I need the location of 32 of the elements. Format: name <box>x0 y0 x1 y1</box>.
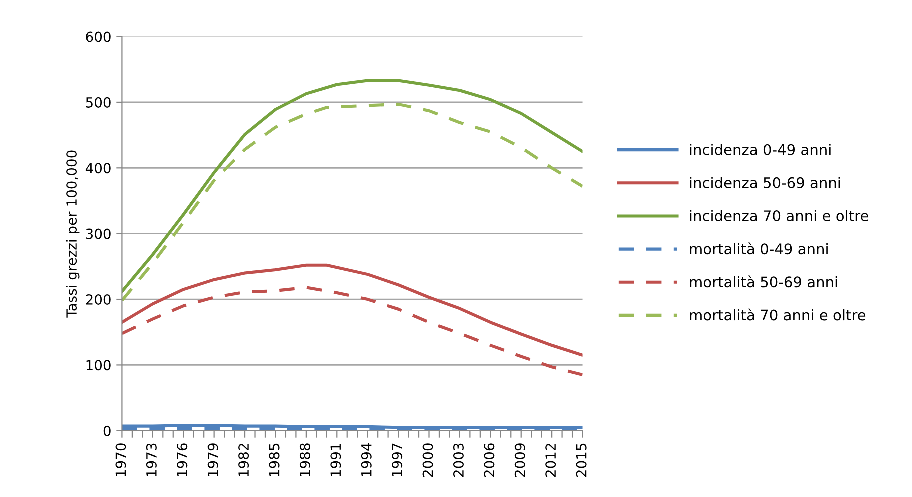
legend-label: mortalità 70 anni e oltre <box>690 308 866 321</box>
y-axis-title: Tassi grezzi per 100,000 <box>66 150 80 318</box>
y-tick-label: 100 <box>86 360 111 371</box>
x-tick-label: 2009 <box>514 444 526 478</box>
legend-label: incidenza 70 anni e oltre <box>690 210 868 222</box>
x-tick-label: 2015 <box>576 444 587 478</box>
legend-label: mortalità 0-49 anni <box>690 242 828 255</box>
legend-label: incidenza 50-69 anni <box>690 177 840 188</box>
y-tick-label: 0 <box>104 426 111 436</box>
line-series <box>122 286 583 377</box>
line-series <box>122 264 583 357</box>
x-tick-label: 1991 <box>330 444 342 477</box>
x-tick-label: 1982 <box>238 444 250 477</box>
legend-label: mortalità 50-69 anni <box>690 276 838 288</box>
y-tick-label: 400 <box>86 163 111 174</box>
x-tick-label: 1988 <box>300 444 310 477</box>
y-tick-label: 600 <box>86 32 111 42</box>
x-tick-label: 2006 <box>484 444 495 478</box>
y-tick-label: 500 <box>86 97 111 108</box>
x-tick-label: 2000 <box>422 444 434 478</box>
x-tick-label: 2012 <box>546 444 556 478</box>
y-tick-label: 300 <box>86 228 111 240</box>
x-tick-label: 1976 <box>177 444 188 477</box>
x-tick-label: 1985 <box>269 444 280 477</box>
x-tick-label: 1994 <box>361 443 372 477</box>
y-tick-label: 200 <box>86 294 111 305</box>
legend-label: incidenza 0-49 anni <box>690 144 831 156</box>
x-tick-label: 1973 <box>146 444 157 477</box>
x-tick-label: 1970 <box>116 444 126 477</box>
x-tick-label: 2003 <box>453 444 464 478</box>
x-tick-label: 1997 <box>392 444 403 477</box>
x-tick-label: 1979 <box>208 444 218 477</box>
